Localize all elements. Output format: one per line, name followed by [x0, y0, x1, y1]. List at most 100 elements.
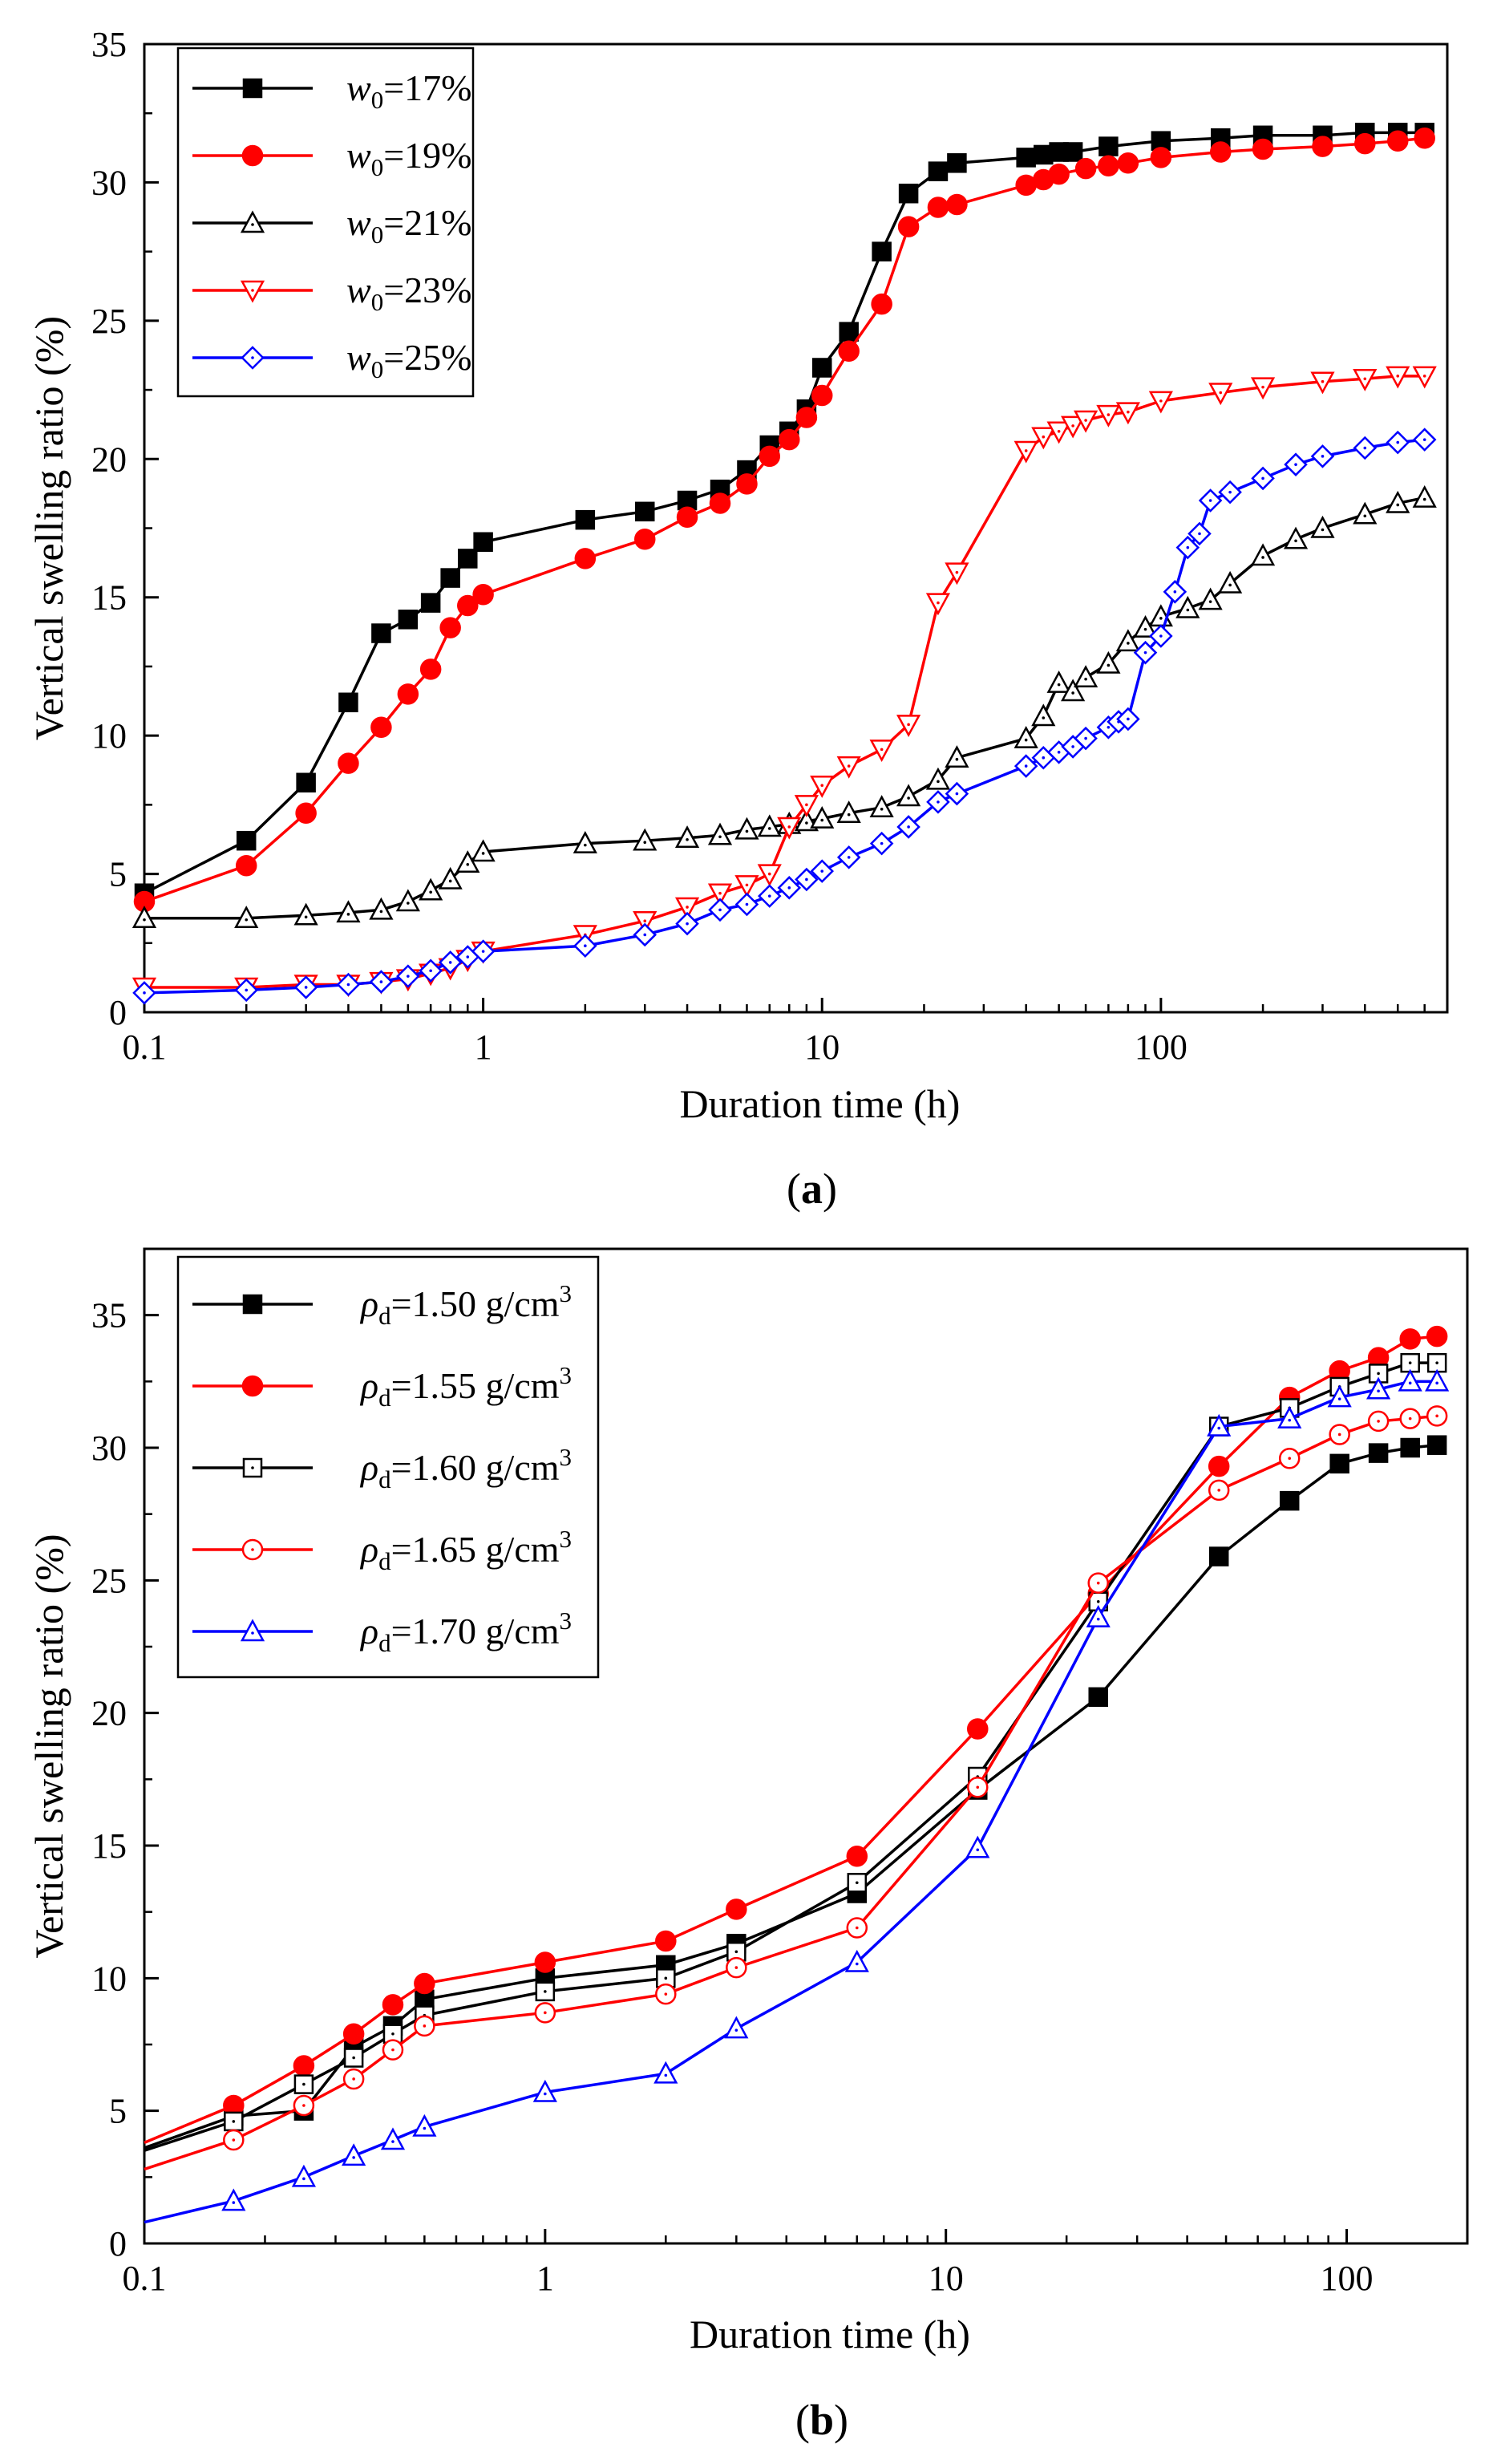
data-point-a-3	[1061, 679, 1086, 702]
data-point-a-1	[420, 593, 441, 613]
data-point-a-5-dot	[1396, 440, 1400, 444]
data-point-a-3	[1031, 703, 1056, 727]
data-point-a-3-dot	[584, 843, 587, 847]
data-point-b-3-dot	[734, 1950, 738, 1954]
data-point-a-5-dot	[429, 969, 432, 973]
data-point-a-3-dot	[1024, 738, 1028, 742]
data-point-b-3-dot	[302, 2082, 305, 2086]
data-point-a-2	[736, 473, 758, 495]
data-point-b-1	[1279, 1490, 1300, 1511]
legend-marker-a-1	[242, 78, 263, 99]
x-axis-label-b: Duration time (h)	[690, 2312, 970, 2357]
data-point-b-5	[1398, 1368, 1422, 1392]
data-point-a-3	[419, 877, 443, 901]
legend-label-b-2: ρd=1.55 g/cm3	[359, 1361, 572, 1412]
legend-marker-b-5-dot	[251, 1631, 254, 1635]
data-point-b-1	[1088, 1687, 1108, 1708]
data-point-a-5-dot	[481, 950, 485, 953]
data-point-b-5-dot	[352, 2156, 355, 2159]
data-point-a-1	[839, 322, 859, 342]
data-point-a-1	[1016, 148, 1036, 168]
data-point-a-1	[928, 161, 949, 181]
data-point-b-4-dot	[976, 1785, 980, 1789]
data-point-b-5	[532, 2079, 557, 2102]
data-point-b-1	[1426, 1435, 1447, 1455]
x-tick-label-b: 10	[929, 2259, 964, 2298]
data-point-b-5-dot	[1288, 1418, 1292, 1422]
data-point-a-3	[471, 839, 496, 862]
data-point-a-3-dot	[143, 918, 146, 922]
data-point-b-2	[414, 1972, 435, 1995]
series-b-4	[144, 1405, 1448, 2171]
data-point-a-5-dot	[1173, 590, 1177, 594]
data-point-b-5	[844, 1949, 869, 1972]
data-point-a-5-dot	[805, 877, 808, 881]
data-point-b-5	[653, 2061, 678, 2084]
data-point-a-2	[1252, 138, 1274, 160]
series-line-a-4	[144, 375, 1425, 989]
data-point-a-3	[896, 784, 921, 807]
x-tick-label-a: 0.1	[123, 1027, 167, 1067]
data-point-a-3	[925, 767, 951, 790]
data-point-b-5	[1366, 1376, 1391, 1400]
y-tick-label-a: 5	[109, 855, 127, 894]
data-point-a-3-dot	[1127, 642, 1130, 645]
data-point-a-3	[573, 831, 597, 853]
data-point-b-4-dot	[1377, 1420, 1380, 1423]
data-point-a-4-dot	[1071, 424, 1074, 428]
data-point-b-3-dot	[352, 2056, 355, 2060]
data-point-a-3	[734, 817, 759, 840]
series-b-5	[144, 1368, 1450, 2224]
data-point-a-5-dot	[1127, 717, 1130, 721]
data-point-b-2	[846, 1845, 868, 1867]
data-point-a-3	[1386, 490, 1410, 513]
data-point-a-2	[1354, 132, 1376, 155]
data-point-b-5	[1277, 1406, 1302, 1429]
data-point-a-1	[1062, 142, 1083, 162]
legend-marker-b-5	[240, 1619, 265, 1642]
data-point-b-5-dot	[423, 2126, 427, 2130]
data-point-a-4-dot	[955, 570, 959, 574]
data-point-a-2	[1098, 155, 1119, 176]
data-point-a-3	[1353, 501, 1378, 525]
x-tick-label-b: 1	[536, 2259, 554, 2298]
data-point-b-2	[382, 1994, 404, 2016]
y-tick-label-a: 15	[91, 578, 127, 618]
data-point-b-3-dot	[232, 2120, 236, 2123]
data-point-a-4-dot	[1024, 449, 1028, 452]
y-tick-label-b: 15	[91, 1826, 127, 1866]
data-point-a-2	[1312, 136, 1333, 157]
data-point-b-3-dot	[391, 2032, 394, 2036]
data-point-a-3-dot	[1363, 514, 1367, 518]
data-point-b-5-dot	[391, 2140, 394, 2143]
data-point-a-1	[575, 509, 596, 530]
data-point-a-3	[1096, 650, 1121, 674]
data-point-a-3-dot	[1396, 503, 1400, 507]
data-point-b-4-dot	[1096, 1581, 1100, 1585]
data-point-b-5-dot	[664, 2073, 668, 2077]
chart-a: 0 5 10 15 20 25 30 35 0.1 1 10 100 Duration time (h)…	[26, 25, 1449, 1213]
data-point-a-1	[371, 623, 391, 643]
data-point-a-5-dot	[245, 988, 249, 992]
data-point-a-5-dot	[346, 983, 350, 987]
data-point-a-3-dot	[718, 835, 722, 839]
data-point-a-4-dot	[1363, 377, 1367, 381]
data-point-b-4-dot	[1408, 1416, 1412, 1420]
data-point-a-4-dot	[1261, 385, 1264, 389]
x-tick-label-b: 0.1	[123, 2259, 167, 2298]
data-point-a-3	[810, 805, 835, 829]
data-point-a-3	[1218, 570, 1243, 594]
data-point-a-1	[811, 358, 832, 378]
data-point-b-5-dot	[544, 2092, 547, 2096]
data-point-a-1	[236, 830, 257, 851]
data-point-a-3-dot	[1042, 716, 1046, 719]
data-point-a-5-dot	[1107, 725, 1111, 729]
data-point-a-5-dot	[847, 856, 851, 859]
legend-label-a-2: w0=19%	[346, 135, 471, 181]
data-point-a-3	[1014, 725, 1038, 748]
series-line-a-3	[144, 496, 1426, 920]
data-point-a-3-dot	[481, 852, 485, 855]
data-point-a-4-dot	[1057, 430, 1061, 433]
data-point-b-4-dot	[734, 1966, 738, 1969]
